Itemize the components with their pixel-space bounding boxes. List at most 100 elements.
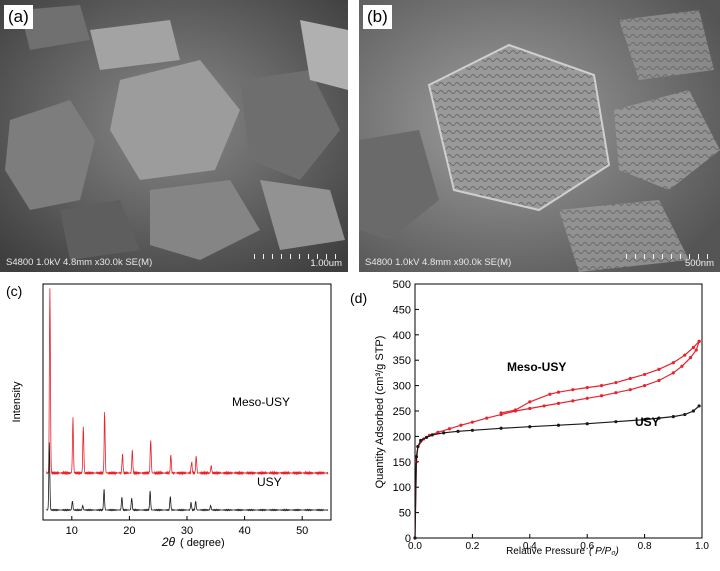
iso-point [691,345,695,350]
iso-point [683,412,687,417]
iso-point [447,427,452,431]
iso-xtick-label: 0.6 [580,541,594,552]
iso-label-usy: USY [635,415,660,429]
sem-info-b: S4800 1.0kV 4.8mm x90.0k SE(M) [365,257,512,268]
iso-point [528,400,532,404]
iso-point [683,353,687,357]
iso-xtick-label: 0.4 [523,541,537,552]
iso-ytick-label: 0 [405,533,411,545]
iso-ytick-label: 350 [393,355,411,367]
iso-point [499,411,503,415]
iso-point [614,420,618,424]
iso-plot-frame [414,283,703,539]
iso-point [459,423,463,427]
iso-point [470,420,474,424]
iso-point [680,364,684,368]
iso-point [556,423,561,427]
scale-label-a: 1.00um [310,258,342,269]
xrd-xtick-label: 50 [296,525,308,537]
iso-point [643,418,647,422]
sem-image-a: (a) S4800 1.0kV 4.8mm x30.0k SE(M) 1.00u… [0,0,348,272]
iso-xtick-label: 0.2 [465,541,479,552]
iso-point [671,414,675,419]
iso-point [628,376,632,381]
iso-xlabel-sym: ( P/P₀) [589,546,619,557]
iso-point [416,444,420,449]
iso-point [485,416,489,420]
iso-series-meso-usy-desorption [500,340,700,414]
iso-point [671,371,675,375]
iso-point [643,372,647,377]
iso-point [614,380,618,385]
iso-ytick-label: 300 [393,381,411,393]
iso-ytick-label: 250 [393,406,411,418]
scale-bar-a [254,254,342,259]
iso-point [528,406,532,411]
sem-micrograph-b [359,0,720,272]
sem-image-b: (b) S4800 1.0kV 4.8mm x90.0k SE(M) 500nm [359,0,720,272]
panel-tag-c: (c) [6,283,22,299]
iso-point [419,438,423,443]
iso-ytick-label: 200 [393,431,411,443]
iso-xtick-label: 0.0 [408,541,422,552]
iso-point [556,401,561,405]
iso-point [542,404,546,408]
iso-point [694,348,698,352]
iso-point [628,388,632,392]
iso-xtick-label: 0.8 [638,541,652,552]
iso-point [571,399,575,403]
iso-point [585,396,589,400]
xrd-label-usy: USY [257,475,282,489]
sem-micrograph-a [0,0,348,272]
iso-point [470,428,474,432]
xrd-xlabel-unit: ( degree) [180,537,225,549]
sem-info-bar-a: S4800 1.0kV 4.8mm x30.0k SE(M) 1.00um [0,250,348,272]
iso-point [697,404,701,408]
iso-point [413,536,417,540]
iso-point [499,426,503,430]
iso-ylabel: Quantity Adsorbed (cm³/g STP) [374,336,386,489]
iso-point [585,386,589,390]
xrd-xtick-label: 10 [66,525,78,537]
xrd-chart: (c) 10 20 30 40 50 Intensity 2θ ( degree) Me… [0,278,345,571]
iso-point [430,433,434,437]
iso-point [657,367,661,371]
iso-point [513,408,518,412]
isotherm-chart: (d) 0 50 100 150 200 250 300 350 400 450 500 0.0 0.2… [345,278,720,571]
xrd-label-meso: Meso-USY [232,395,290,409]
iso-ytick-label: 500 [393,279,411,291]
iso-ytick-label: 450 [393,304,411,316]
xrd-series-usy [46,442,329,512]
iso-point [691,409,695,413]
iso-xlabel-text: Relative Pressure [506,546,585,557]
xrd-xlabel-theta: 2θ [161,535,176,549]
iso-point [657,378,661,383]
xrd-ylabel: Intensity [11,381,23,422]
iso-point [528,425,532,429]
iso-point [414,455,419,459]
iso-label-meso: Meso-USY [507,360,566,374]
iso-point [585,422,589,426]
xrd-series-meso-usy [46,288,329,476]
sem-info-a: S4800 1.0kV 4.8mm x30.0k SE(M) [6,257,153,268]
sem-info-bar-b: S4800 1.0kV 4.8mm x90.0k SE(M) 500nm [359,250,720,272]
iso-point [614,391,618,395]
iso-point [671,361,675,365]
panel-tag-a: (a) [4,5,33,29]
iso-point [657,416,661,420]
iso-point [688,356,693,360]
iso-ytick-label: 150 [393,457,411,469]
panel-tag-d: (d) [350,290,367,306]
iso-point [442,431,446,435]
iso-point [556,390,561,394]
xrd-xtick-label: 30 [181,525,193,537]
iso-ytick-label: 50 [399,508,411,520]
iso-point [424,435,429,440]
scale-bar-b [626,254,714,259]
iso-point [697,339,701,344]
iso-ytick-label: 400 [393,330,411,342]
iso-ytick-label: 100 [393,482,411,494]
iso-point [548,392,552,396]
iso-point [599,394,604,398]
iso-point [599,384,604,388]
